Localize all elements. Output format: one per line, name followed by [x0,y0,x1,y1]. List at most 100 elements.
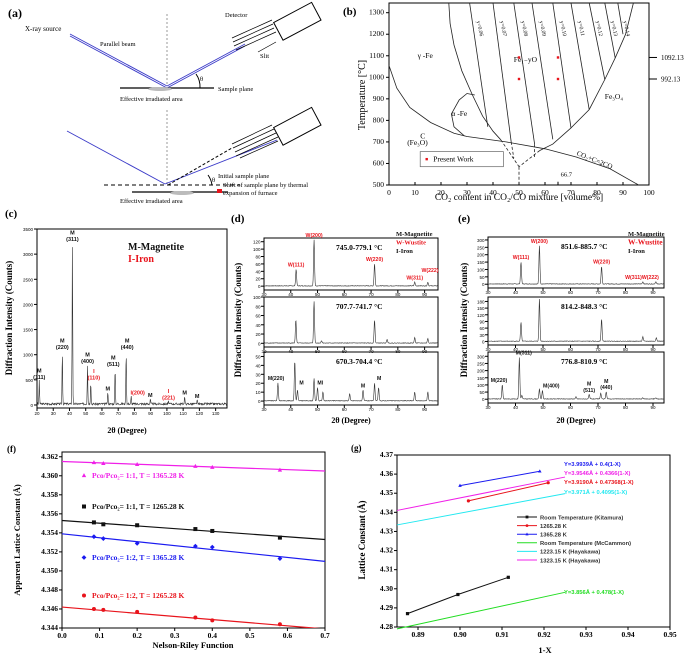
y-tick-label: 120 [253,240,261,245]
x-tick-label: 60 [342,407,348,412]
peak-label: W(311) [406,275,423,281]
peak-label: (111) [33,375,45,381]
xrd-subplot: 30 40 50 60 70 80 90 0 20 40 60 80 100 120 W(111) W(200… [253,233,439,297]
x-tick-label: 100 [643,188,655,197]
peak-label: I [93,369,95,375]
data-point [81,555,87,560]
x-axis-label: CO₂ content in CO₂/CO mixture [volume%] [435,193,603,203]
peak-label: M [125,339,130,345]
x-axis-label: 2θ (Degree) [107,426,147,435]
x-tick-label: 40 [489,188,497,197]
magnetite-boundary [539,2,634,151]
label-xray-source: X-ray source [25,25,61,33]
x-tick-label: 90 [148,411,154,416]
present-work-point [556,56,560,59]
y-tick-label: 10 [255,390,261,395]
peak-label: (440) [600,385,612,391]
reference-temperature-label: 1092.13 [661,54,684,62]
legend-entry: M-Magnetite [128,242,185,253]
panel-d-xrd-chart: 30 40 50 60 70 80 90020406080100120W(111)W(200… [231,213,439,425]
temperature-range-label: 670.3-704.4 °C [336,357,383,366]
legend-entry: Pco/Pco₂= 1:2, T = 1265.28 K [92,591,185,600]
wustite-left-boundary [448,2,502,141]
peak-label: (511) [583,388,595,394]
legend-entry: W-Wustite [628,238,663,247]
y-axis-label: Diffraction Intensity (Counts) [459,263,469,378]
data-point [210,464,215,469]
label-theta-2: θ [212,177,215,184]
reference-temperature-label: 992.13 [661,76,681,84]
y-tick-label: 4.356 [41,509,58,518]
y-tick-label: 100 [253,295,261,300]
diffraction-pattern-line [263,301,439,344]
iso-composition-line [588,2,606,80]
series-line [459,470,540,487]
x-tick-label: 50 [540,290,546,295]
y-tick-label: 1000 [23,353,34,358]
y-tick-label: 60 [255,314,261,319]
iso-dash [510,141,515,159]
legend-entry: I-Iron [128,254,154,265]
x-tick-label: 0.89 [411,630,424,639]
x-tick-label: 30 [463,188,471,197]
y-tick-label: 4.358 [41,490,58,499]
data-point [91,460,97,465]
x-tick-label: 0.3 [170,631,180,640]
y-tick-label: 30 [255,372,261,377]
iso-composition-label: y=0.06 [475,20,484,37]
legend-entry: Pco/Pco₂= 1:1, T = 1265.28 K [92,502,185,511]
y-tick-label: 4.31 [380,565,393,574]
peak-label: M(400) [543,384,560,390]
y-tick-label: 0 [482,282,485,287]
panel-e-letter: (e) [458,213,471,225]
fit-line [62,460,325,472]
data-point [101,607,106,612]
iso-composition-line [604,2,616,58]
iso-composition-label: y=0.07 [498,20,507,37]
diffraction-pattern-line [487,245,665,285]
peak-label: M [85,352,90,358]
y-tick-label: 4.352 [41,547,58,556]
data-point [91,606,96,611]
x-tick-label: 60 [541,188,549,197]
data-point [277,535,282,540]
fit-line [396,493,566,526]
data-point [134,540,140,546]
data-point [466,499,470,503]
panel-g-lattice-vs-composition-chart: 0.89 0.90 0.91 0.92 0.93 0.94 0.95 4.28 4.29 4.30… [351,443,677,655]
data-point [209,544,215,550]
x-tick-label: 40 [67,411,73,416]
alpha-fe-loop [450,93,475,137]
diffraction-pattern-line [487,298,665,342]
data-point [277,622,282,627]
data-point [101,522,106,527]
x-tick-label: 20 [437,188,445,197]
peak-label: I [168,389,170,395]
y-tick-label: 900 [373,94,385,103]
y-tick-label: 4.348 [41,585,58,594]
panel-g-letter: (g) [351,443,362,453]
region-magnetite: Fe₃O₄ [605,92,624,101]
x-axis-label: 2θ (Degree) [556,416,596,425]
x-tick-label: 120 [196,411,204,416]
data-point [277,467,283,472]
peak-label: M [37,368,42,374]
data-point [193,463,198,468]
y-axis-label: Diffraction Intensity (Counts) [233,263,243,378]
peak-label: (400) [81,359,94,365]
xrd-subplot: 30 40 50 60 70 80 90 0 20 40 60 80 100 707.7-741.7 °C [253,295,439,354]
iso-composition-line [469,2,489,127]
legend-entry: M-Magnetite [628,231,665,238]
region-gamma-fe: γ -Fe [417,51,434,60]
fit-equation: Y=3.9939Å + 0.4(1-X) [564,461,621,468]
y-tick-label: 700 [373,137,385,146]
x-tick-label: 90 [650,405,656,410]
y-tick-label: 1100 [369,51,384,60]
data-point [193,615,198,620]
peak-label: M [60,339,65,345]
y-tick-label: 150 [477,306,485,311]
y-tick-label: 0 [258,341,261,346]
series-line [468,482,549,502]
iso-composition-line [492,2,512,142]
